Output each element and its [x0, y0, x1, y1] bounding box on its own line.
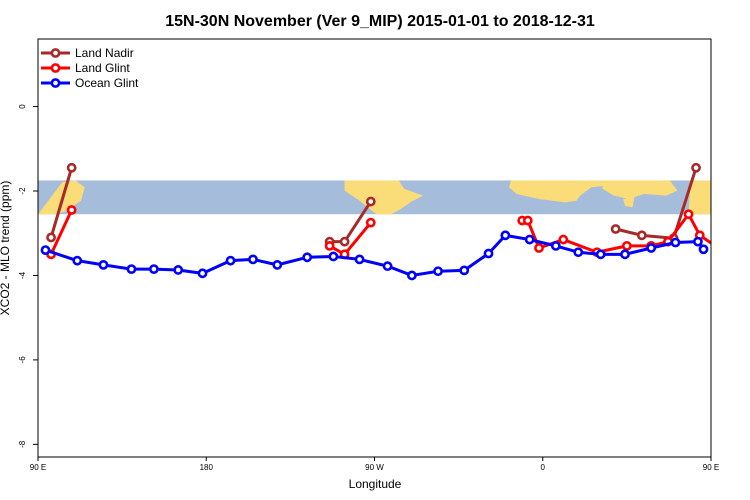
data-point — [500, 230, 511, 241]
data-point — [433, 266, 443, 277]
data-point — [691, 162, 701, 173]
data-point — [197, 268, 208, 279]
legend-label: Land Glint — [75, 61, 130, 75]
y-tick-label: 0 — [18, 104, 27, 109]
data-point — [636, 230, 647, 241]
data-point — [382, 261, 393, 272]
data-point — [534, 243, 544, 253]
y-axis-label: XCO2 - MLO trend (ppm) — [0, 181, 12, 316]
series-line — [49, 167, 74, 238]
land-shape — [688, 180, 711, 215]
legend-marker — [50, 78, 61, 88]
x-tick-label: 90 W — [365, 463, 384, 472]
data-point — [522, 215, 533, 226]
data-point — [46, 232, 56, 243]
data-point — [459, 265, 470, 276]
data-point — [524, 234, 535, 245]
data-point — [558, 234, 569, 245]
world-map-band — [38, 180, 711, 215]
y-axis-ticks: 0 -2 -4 -6 -8 — [18, 104, 38, 448]
series-ocean-glint — [40, 230, 709, 281]
data-point — [365, 217, 376, 228]
series-line — [522, 212, 711, 254]
data-point — [573, 247, 584, 258]
x-tick-label: 0 — [541, 463, 546, 472]
data-point — [354, 254, 365, 265]
data-point — [302, 252, 313, 263]
land-shape — [602, 180, 678, 200]
y-tick-label: -2 — [18, 187, 27, 195]
legend-label: Land Nadir — [75, 46, 134, 60]
data-point — [173, 265, 184, 275]
data-series — [40, 162, 746, 281]
x-tick-label: 90 E — [30, 463, 46, 472]
x-tick-label: 180 — [200, 463, 214, 472]
plot-frame — [37, 38, 712, 458]
legend-label: Ocean Glint — [75, 76, 139, 90]
data-point — [550, 240, 561, 251]
land-shape — [344, 180, 424, 215]
data-point — [739, 206, 746, 213]
chart-title: 15N-30N November (Ver 9_MIP) 2015-01-01 … — [165, 13, 595, 30]
data-point — [483, 248, 494, 259]
data-point — [272, 259, 283, 270]
x-tick-label: 90 E — [703, 463, 719, 472]
x-axis-label: Longitude — [349, 477, 402, 491]
series-line — [45, 233, 705, 277]
data-point — [670, 237, 681, 248]
x-axis-ticks: 90 E 180 90 W 0 90 E — [30, 457, 719, 472]
data-point — [621, 240, 632, 251]
data-point — [66, 162, 77, 173]
data-point — [365, 196, 376, 207]
data-point — [595, 249, 606, 260]
data-point — [610, 224, 621, 234]
data-point — [324, 240, 335, 251]
data-point — [328, 251, 339, 262]
data-point — [683, 209, 694, 220]
data-point — [724, 251, 731, 258]
data-point — [40, 245, 51, 256]
data-point — [72, 255, 83, 266]
data-point — [693, 236, 703, 247]
data-point — [698, 244, 709, 255]
series-line — [615, 167, 698, 240]
y-tick-label: -4 — [18, 271, 27, 279]
data-point — [126, 264, 137, 275]
series-line — [49, 209, 74, 255]
data-point — [225, 255, 236, 266]
data-point — [339, 236, 350, 247]
legend-marker — [50, 63, 61, 73]
land-shape — [623, 197, 635, 208]
legend-marker — [50, 48, 61, 58]
data-point — [620, 249, 630, 260]
data-point — [646, 243, 657, 253]
data-point — [149, 264, 159, 275]
land-shape — [509, 180, 584, 203]
data-point — [248, 254, 258, 265]
data-point — [98, 259, 109, 270]
y-tick-label: -6 — [18, 356, 27, 364]
series-land-nadir — [46, 162, 701, 247]
y-tick-label: -8 — [18, 440, 27, 448]
land-shape — [572, 180, 609, 196]
data-point — [66, 205, 77, 215]
series-line — [328, 221, 372, 256]
data-point — [406, 270, 417, 281]
